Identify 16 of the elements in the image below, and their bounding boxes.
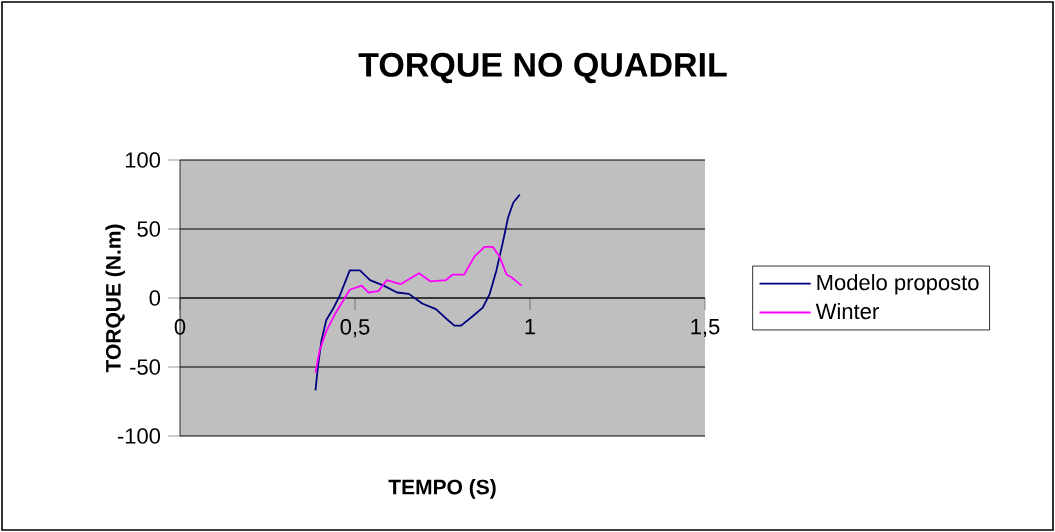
x-tick-label: 0 — [174, 319, 186, 335]
x-axis-title: TEMPO (S) — [388, 479, 496, 499]
legend-label: Winter — [815, 303, 879, 320]
y-tick-label: -100 — [117, 428, 161, 444]
y-tick-label: 100 — [125, 152, 161, 168]
line-series — [314, 246, 523, 374]
y-axis-title: TORQUE (N.m) — [105, 224, 125, 373]
y-tick-label: 50 — [137, 221, 161, 237]
x-tick-label: 1,5 — [691, 319, 720, 338]
y-tick-label: -50 — [130, 359, 161, 375]
line-series — [314, 193, 521, 392]
legend-label: Modelo proposto — [817, 274, 979, 295]
x-tick-label: 1 — [525, 319, 536, 335]
chart-title: TORQUE NO QUADRIL — [358, 52, 727, 84]
y-tick-label: 0 — [149, 290, 161, 306]
x-tick-label: 0,5 — [340, 319, 370, 338]
